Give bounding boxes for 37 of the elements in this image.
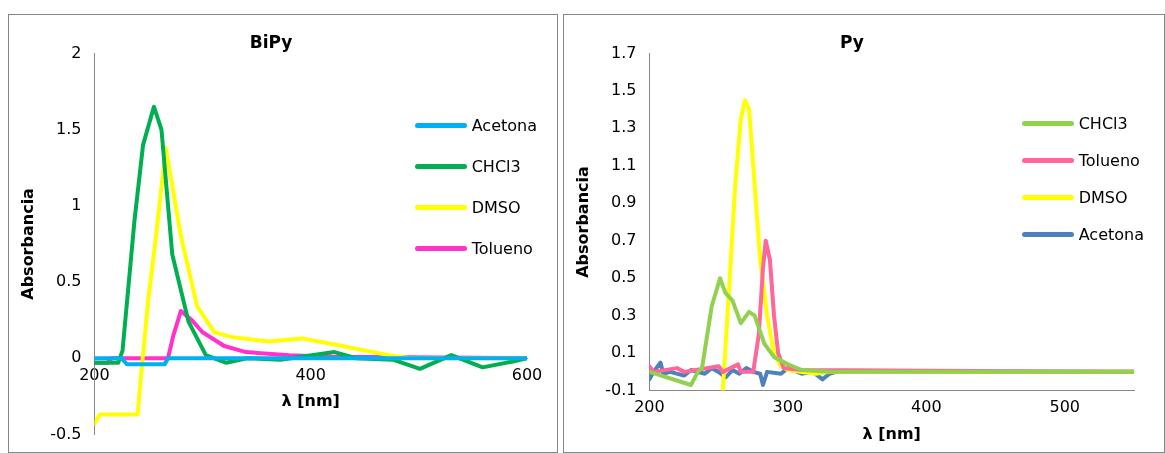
x-tick-label: 400	[911, 397, 942, 417]
x-axis-title: λ [nm]	[862, 423, 921, 443]
legend-label: CHCl3	[471, 157, 521, 176]
legend-label: Tolueno	[1078, 151, 1140, 170]
legend-label: Acetona	[471, 116, 537, 135]
y-tick-label: 0	[71, 347, 82, 367]
y-axis-title: Absorbancia	[17, 188, 37, 300]
y-tick-label: -0.5	[50, 423, 82, 443]
y-tick-label: 1.1	[610, 154, 637, 174]
y-tick-label: 0.7	[610, 229, 637, 249]
y-tick-label: 1.5	[55, 118, 82, 138]
y-tick-label: 0.1	[610, 342, 637, 362]
x-tick-label: 300	[772, 397, 804, 417]
y-tick-label: 1.5	[610, 80, 637, 100]
y-tick-label: -0.1	[605, 379, 637, 399]
x-tick-label: 500	[1049, 397, 1081, 417]
legend-label: Tolueno	[471, 239, 533, 258]
x-tick-label: 400	[295, 364, 326, 384]
legend-label: CHCl3	[1078, 114, 1128, 133]
chart-title: BiPy	[249, 31, 293, 52]
y-tick-label: 2	[71, 42, 82, 62]
chart-title: Py	[840, 31, 864, 52]
y-tick-label: 1.7	[610, 42, 637, 62]
x-tick-label: 200	[79, 364, 110, 384]
y-tick-label: 0.3	[610, 304, 637, 324]
y-tick-label: 1	[71, 194, 82, 214]
x-tick-label: 200	[634, 397, 665, 417]
legend-label: DMSO	[1078, 188, 1128, 207]
y-tick-label: 0.5	[55, 271, 82, 291]
x-axis-title: λ [nm]	[281, 391, 340, 411]
y-tick-label: 0.5	[610, 267, 637, 287]
legend-label: DMSO	[471, 198, 521, 217]
legend-label: Acetona	[1078, 225, 1144, 244]
y-axis-title: Absorbancia	[572, 166, 592, 278]
x-tick-label: 600	[511, 364, 543, 384]
y-tick-label: 0.9	[610, 192, 637, 212]
y-tick-label: 1.3	[610, 117, 637, 137]
